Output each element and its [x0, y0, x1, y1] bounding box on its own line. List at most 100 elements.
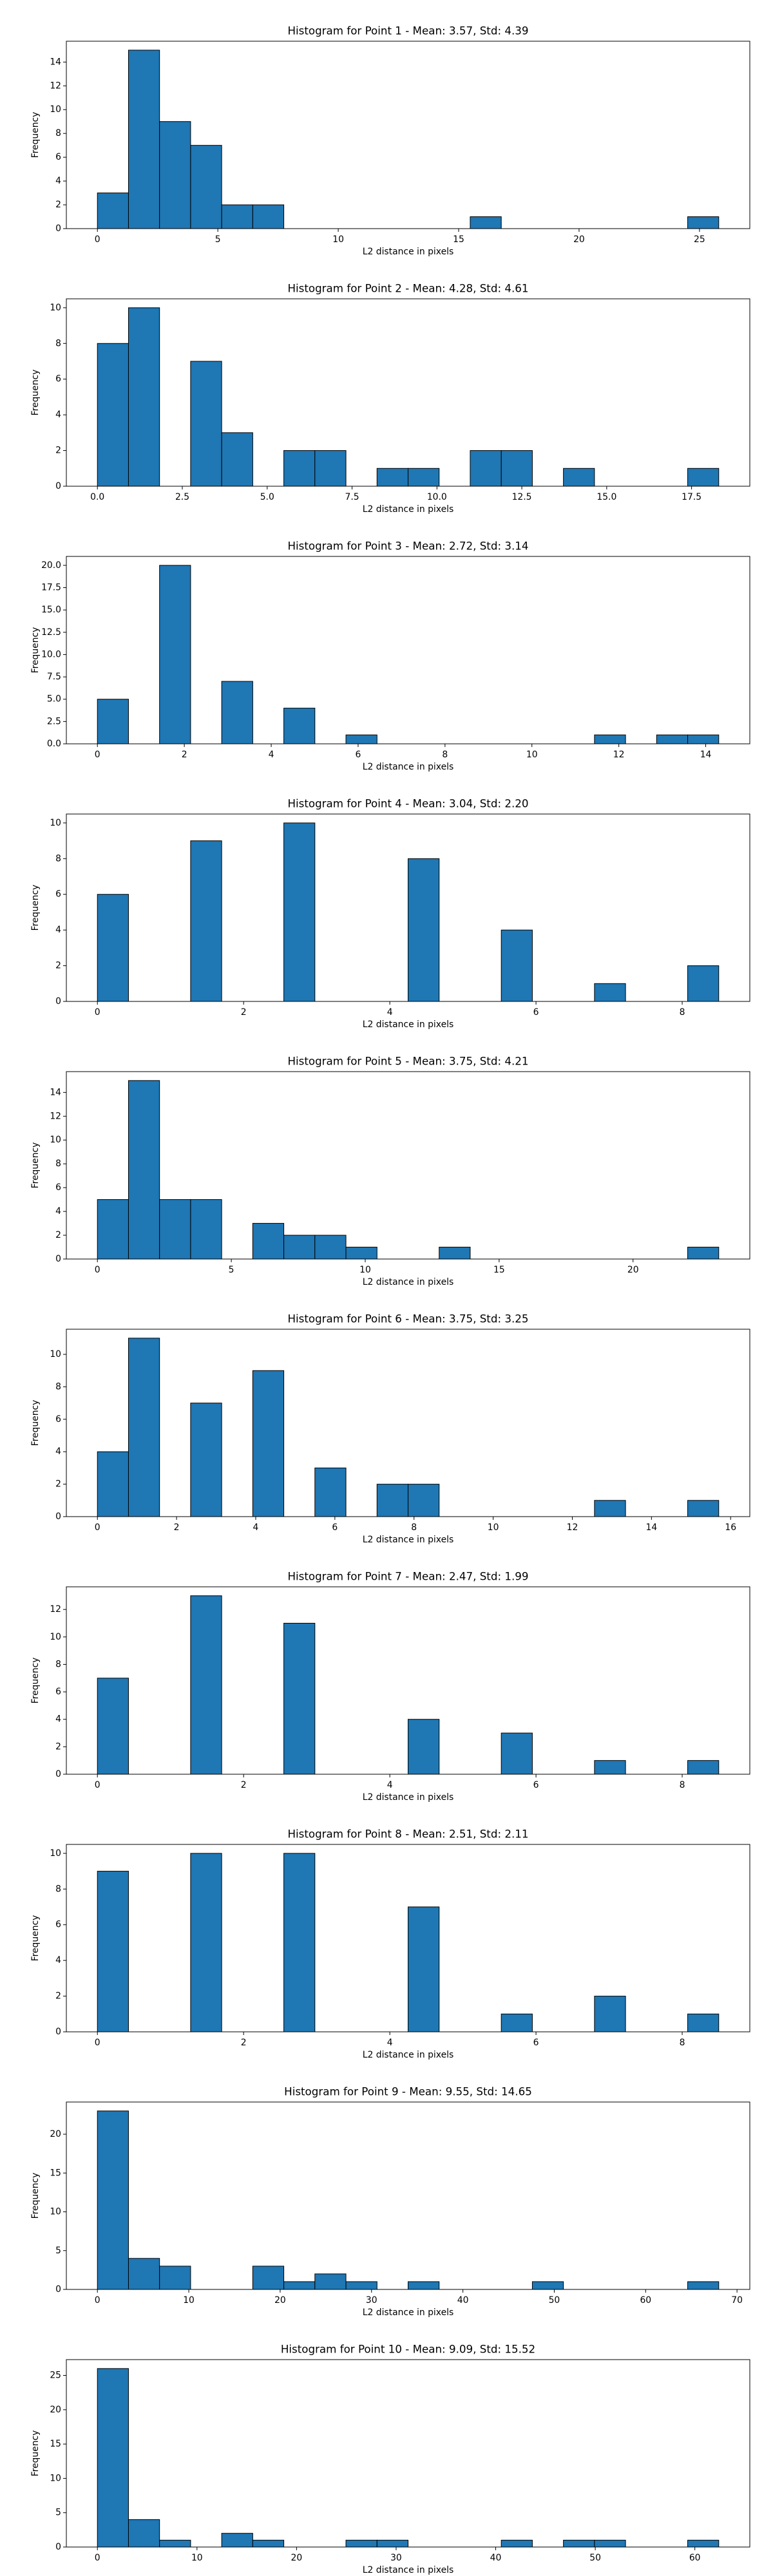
- y-tick-label: 0: [55, 2284, 61, 2295]
- y-tick-label: 10: [50, 1135, 61, 1145]
- x-axis-label: L2 distance in pixels: [363, 1535, 453, 1545]
- y-tick-label: 8: [55, 1659, 61, 1669]
- bar: [190, 1199, 222, 1260]
- x-tick-label: 8: [680, 2038, 685, 2048]
- bar: [594, 983, 626, 1002]
- bar: [128, 2258, 160, 2290]
- y-tick-label: 2: [55, 446, 61, 456]
- bar: [190, 1853, 222, 2032]
- x-tick-label: 12: [567, 1522, 578, 1533]
- y-tick-label: 6: [55, 1182, 61, 1193]
- axes-frame: [66, 813, 750, 1002]
- y-tick-label: 8: [55, 1381, 61, 1392]
- axes-frame: [66, 556, 750, 744]
- y-tick-label: 10: [50, 2207, 61, 2217]
- y-tick-label: 0: [55, 2027, 61, 2037]
- y-tick-label: 15: [50, 2168, 61, 2178]
- y-tick-label: 0.0: [47, 739, 61, 749]
- bar: [97, 699, 129, 744]
- bar: [439, 1247, 471, 1260]
- bar: [408, 1484, 440, 1517]
- x-tick-label: 2: [174, 1522, 180, 1533]
- y-axis-label: Frequency: [30, 1658, 41, 1704]
- y-tick-label: 8: [55, 1884, 61, 1894]
- bar: [97, 894, 129, 1002]
- y-tick-label: 20: [50, 2129, 61, 2139]
- x-tick-label: 4: [269, 750, 274, 760]
- bar: [190, 1595, 222, 1775]
- x-tick-label: 6: [356, 750, 361, 760]
- y-tick-label: 2: [55, 1741, 61, 1752]
- y-tick-label: 6: [55, 152, 61, 162]
- bar: [687, 1500, 720, 1517]
- x-tick-label: 8: [680, 1007, 685, 1018]
- bar: [314, 1467, 347, 1517]
- y-axis-label: Frequency: [30, 112, 41, 158]
- y-tick-label: 10: [50, 2473, 61, 2483]
- bar: [687, 734, 720, 744]
- x-tick-label: 70: [731, 2295, 743, 2306]
- x-tick-label: 0: [95, 1780, 100, 1790]
- axes-frame: [66, 1844, 750, 2032]
- y-tick-label: 2: [55, 961, 61, 971]
- y-tick-label: 6: [55, 374, 61, 384]
- x-tick-label: 30: [366, 2295, 377, 2306]
- y-tick-label: 12.5: [41, 627, 61, 638]
- y-tick-label: 4: [55, 1955, 61, 1965]
- chart-title: Histogram for Point 3 - Mean: 2.72, Std:…: [287, 540, 528, 553]
- axes-frame: [66, 2359, 750, 2548]
- bar: [470, 216, 502, 229]
- bar: [97, 1678, 129, 1775]
- bar: [408, 2281, 440, 2290]
- bar: [97, 1199, 129, 1260]
- y-tick-label: 2: [55, 200, 61, 210]
- y-tick-label: 12: [50, 80, 61, 91]
- y-tick-label: 7.5: [47, 672, 61, 682]
- bar: [408, 858, 440, 1002]
- y-tick-label: 8: [55, 128, 61, 138]
- x-tick-label: 5.0: [260, 492, 274, 502]
- x-tick-label: 0: [95, 234, 100, 245]
- bar: [531, 2281, 564, 2290]
- chart-title: Histogram for Point 6 - Mean: 3.75, Std:…: [287, 1312, 528, 1325]
- bar: [314, 1235, 347, 1260]
- x-tick-label: 2: [182, 750, 187, 760]
- bar: [252, 1370, 285, 1517]
- bar: [594, 2539, 626, 2548]
- x-tick-label: 6: [533, 2038, 539, 2048]
- chart-title: Histogram for Point 5 - Mean: 3.75, Std:…: [287, 1055, 528, 1068]
- x-tick-label: 0.0: [90, 492, 104, 502]
- y-tick-label: 8: [55, 1159, 61, 1169]
- x-tick-label: 15.0: [596, 492, 616, 502]
- bar: [283, 1622, 316, 1775]
- y-tick-label: 6: [55, 889, 61, 900]
- x-axis-label: L2 distance in pixels: [363, 2565, 453, 2575]
- x-tick-label: 6: [533, 1007, 539, 1018]
- bar: [594, 1996, 626, 2032]
- bar: [159, 565, 191, 744]
- x-tick-label: 20: [291, 2553, 303, 2563]
- bar: [376, 468, 408, 487]
- bar: [501, 1732, 533, 1775]
- y-axis-label: Frequency: [30, 627, 41, 674]
- y-tick-label: 8: [55, 338, 61, 348]
- x-tick-label: 2: [241, 1007, 247, 1018]
- bar: [345, 734, 377, 744]
- x-axis-label: L2 distance in pixels: [363, 762, 453, 772]
- bar: [159, 121, 191, 229]
- x-tick-label: 4: [387, 1780, 393, 1790]
- x-tick-label: 15: [453, 234, 464, 245]
- bar: [221, 2533, 253, 2548]
- y-tick-label: 14: [50, 57, 61, 67]
- x-tick-label: 6: [332, 1522, 338, 1533]
- axes-frame: [66, 41, 750, 229]
- bar: [563, 468, 595, 487]
- chart-title: Histogram for Point 7 - Mean: 2.47, Std:…: [287, 1570, 528, 1583]
- x-tick-label: 4: [387, 2038, 393, 2048]
- x-axis-label: L2 distance in pixels: [363, 2050, 453, 2060]
- x-tick-label: 5: [229, 1265, 234, 1275]
- y-tick-label: 4: [55, 1714, 61, 1725]
- y-axis-label: Frequency: [30, 1400, 41, 1446]
- chart-title: Histogram for Point 1 - Mean: 3.57, Std:…: [287, 24, 528, 37]
